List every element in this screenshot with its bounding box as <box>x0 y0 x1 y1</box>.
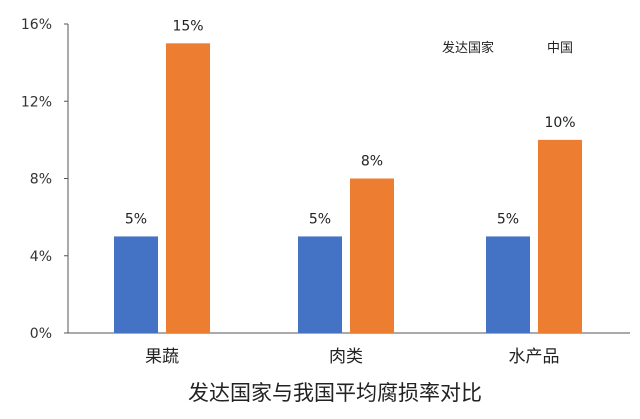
bar <box>166 43 210 333</box>
y-tick-label: 8% <box>30 172 52 188</box>
axes: 0% 4% 8% 12% 16% 果蔬 肉类 水产品 <box>21 17 630 367</box>
legend: 发达国家 中国 <box>442 40 573 56</box>
data-label: 5% <box>309 211 331 227</box>
bar <box>298 236 342 333</box>
bars <box>114 43 582 333</box>
data-labels: 5% 15% 5% 8% 5% 10% <box>125 18 576 227</box>
bar <box>486 236 530 333</box>
legend-entry: 中国 <box>547 41 573 56</box>
chart-title: 发达国家与我国平均腐损率对比 <box>188 381 482 405</box>
data-label: 10% <box>544 115 575 131</box>
x-tick-label: 肉类 <box>329 347 363 367</box>
bar <box>538 139 582 333</box>
data-label: 5% <box>125 211 147 227</box>
bar <box>350 178 394 333</box>
data-label: 15% <box>172 18 203 34</box>
data-label: 8% <box>361 154 383 170</box>
data-label: 5% <box>497 211 519 227</box>
y-tick-label: 4% <box>30 249 52 265</box>
bar <box>114 236 158 333</box>
y-tick-label: 16% <box>21 17 52 33</box>
x-tick-label: 水产品 <box>509 347 560 367</box>
legend-entry: 发达国家 <box>442 40 494 56</box>
x-tick-label: 果蔬 <box>145 347 179 367</box>
y-tick-label: 0% <box>30 326 52 342</box>
y-tick-label: 12% <box>21 94 52 110</box>
